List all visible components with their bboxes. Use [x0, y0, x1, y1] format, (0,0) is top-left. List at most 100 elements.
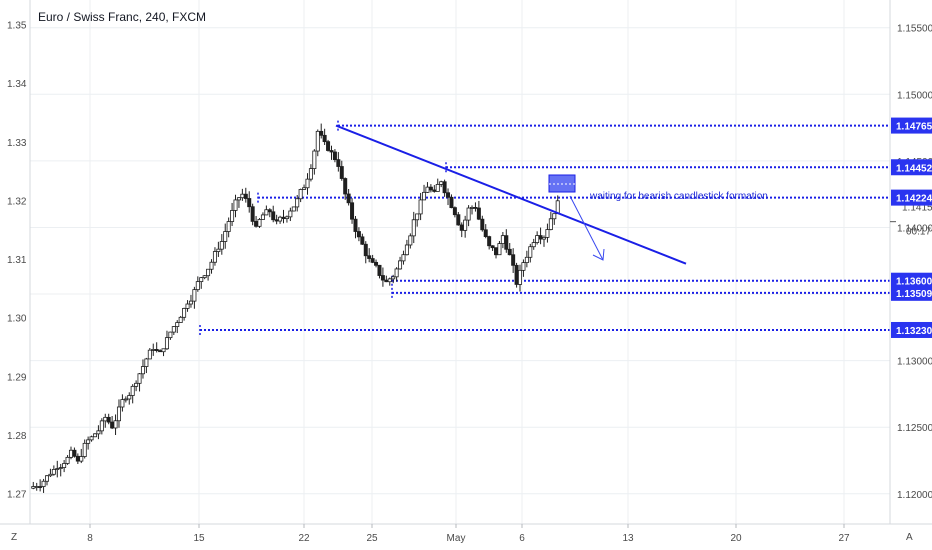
current-price-label: 1.14156: [902, 203, 932, 214]
candle-body: [439, 181, 444, 185]
left-axis-tick-label: 1.35: [7, 21, 27, 32]
candle-body: [531, 242, 536, 248]
scale-button-z[interactable]: Z: [11, 532, 17, 543]
candle-body: [548, 218, 553, 230]
candle-body: [329, 150, 334, 153]
candle-body: [137, 373, 142, 384]
time-axis-tick-label: 22: [298, 533, 310, 544]
candle-body: [442, 181, 447, 194]
candle-body: [120, 399, 125, 408]
left-price-axis[interactable]: 1.35 1.34 1.33 1.32 1.31 1.30 1.29 1.28 1.27: [7, 21, 27, 501]
scale-button-a[interactable]: A: [906, 532, 913, 543]
candle-body: [254, 220, 259, 227]
bar-countdown-label: 00:17: [906, 227, 931, 238]
candle-body: [552, 213, 557, 220]
candle-body: [370, 258, 375, 263]
candle-body: [326, 141, 331, 151]
candle-body: [223, 231, 228, 242]
candle-body: [418, 199, 423, 215]
candle-body: [476, 207, 481, 220]
candle-body: [247, 198, 252, 208]
candle-body: [202, 275, 207, 279]
price-tag-label: 1.14765: [896, 122, 932, 133]
trendline[interactable]: [335, 124, 687, 265]
candle-body: [212, 251, 217, 263]
candle-body: [274, 219, 279, 222]
candle-body: [216, 248, 221, 252]
candle-body: [41, 480, 46, 487]
candle-body: [422, 191, 427, 201]
candle-body: [459, 224, 464, 231]
candle-body: [483, 229, 488, 237]
time-axis-tick-label: 25: [366, 533, 378, 544]
price-tag: [891, 117, 932, 134]
candle-body: [92, 433, 97, 438]
candle-body: [48, 473, 53, 477]
price-tag-label: 1.13230: [896, 326, 932, 337]
candle-body: [123, 398, 128, 401]
candle-body: [89, 436, 94, 441]
candle-body: [298, 189, 303, 200]
candle-body: [346, 193, 351, 204]
candlestick-series: [31, 123, 560, 493]
candle-body: [260, 214, 265, 220]
candle-body: [75, 455, 80, 462]
candle-body: [154, 349, 159, 351]
candle-body: [68, 449, 73, 458]
candle-body: [182, 308, 187, 318]
candle-body: [236, 197, 241, 201]
candle-body: [168, 331, 173, 339]
candle-body: [288, 210, 293, 218]
candle-body: [514, 264, 519, 285]
time-axis[interactable]: 8 15 22 25 May 6 13 20 27: [87, 524, 850, 544]
candle-body: [147, 349, 152, 360]
candle-body: [65, 456, 70, 464]
left-axis-tick-label: 1.33: [7, 138, 27, 149]
candle-body: [432, 189, 437, 192]
candle-body: [353, 218, 358, 232]
candle-body: [367, 255, 372, 259]
candle-body: [538, 235, 543, 240]
candle-body: [315, 130, 320, 152]
candle-body: [411, 219, 416, 237]
candle-body: [456, 214, 461, 226]
candle-body: [185, 303, 190, 309]
candle-body: [446, 192, 451, 198]
price-tag: [891, 284, 932, 301]
candle-body: [518, 269, 523, 285]
price-tag-label: 1.14224: [896, 194, 932, 205]
price-tag-label: 1.13600: [896, 277, 932, 288]
candle-body: [240, 193, 245, 199]
candle-body: [278, 216, 283, 222]
candle-body: [230, 210, 235, 222]
annotation-text[interactable]: waiting for bearish candlestick formatio…: [589, 191, 768, 202]
candle-body: [360, 236, 365, 245]
candle-body: [356, 231, 361, 238]
price-tag: [891, 272, 932, 289]
plot-area[interactable]: [30, 0, 890, 524]
right-price-axis[interactable]: 1.155001.150001.145001.140001.135001.130…: [890, 24, 932, 501]
left-axis-tick-label: 1.28: [7, 431, 27, 442]
projection-arrow-line[interactable]: [569, 195, 604, 261]
left-axis-tick-label: 1.34: [7, 79, 27, 90]
candle-body: [195, 281, 200, 291]
candle-body: [209, 261, 214, 270]
candle-body: [322, 134, 327, 143]
candle-body: [387, 278, 392, 283]
candle-body: [391, 276, 396, 280]
horizontal-levels: [199, 120, 890, 335]
left-axis-tick-label: 1.30: [7, 314, 27, 325]
candle-body: [507, 248, 512, 256]
candle-body: [295, 198, 300, 208]
candle-body: [425, 186, 430, 193]
candle-body: [291, 206, 296, 212]
candle-body: [363, 243, 368, 257]
candle-body: [34, 486, 39, 488]
candle-body: [535, 235, 540, 243]
grid-lines: [30, 0, 890, 524]
candle-body: [284, 216, 289, 220]
candle-body: [79, 456, 84, 462]
candle-body: [470, 207, 475, 209]
